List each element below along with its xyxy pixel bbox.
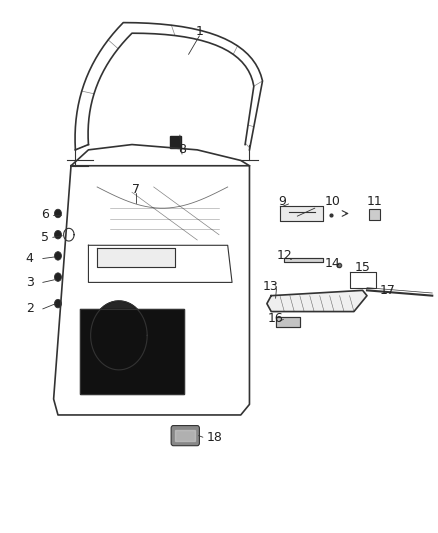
Text: 11: 11 xyxy=(367,195,383,208)
Polygon shape xyxy=(91,301,147,370)
Text: 2: 2 xyxy=(26,302,34,316)
Text: 18: 18 xyxy=(207,431,223,444)
Text: 17: 17 xyxy=(379,284,396,297)
Text: 13: 13 xyxy=(262,280,278,293)
Polygon shape xyxy=(176,430,195,441)
Polygon shape xyxy=(280,206,323,221)
Circle shape xyxy=(54,273,61,281)
Polygon shape xyxy=(267,290,367,312)
Text: 6: 6 xyxy=(41,208,49,221)
Circle shape xyxy=(54,230,61,239)
Text: 4: 4 xyxy=(26,252,34,265)
Text: 12: 12 xyxy=(276,249,292,262)
Circle shape xyxy=(54,252,61,260)
Text: 9: 9 xyxy=(278,195,286,208)
Polygon shape xyxy=(276,317,300,327)
Text: 10: 10 xyxy=(324,195,340,208)
Text: 5: 5 xyxy=(41,231,49,244)
Text: 15: 15 xyxy=(355,261,371,274)
Text: 14: 14 xyxy=(325,257,341,270)
Text: 3: 3 xyxy=(26,276,34,289)
Polygon shape xyxy=(80,309,184,394)
Circle shape xyxy=(54,209,61,217)
Text: 16: 16 xyxy=(268,312,283,325)
Bar xyxy=(369,209,380,220)
Polygon shape xyxy=(170,135,181,148)
Text: 1: 1 xyxy=(195,25,203,38)
Polygon shape xyxy=(284,258,323,262)
Circle shape xyxy=(54,300,61,308)
Text: 8: 8 xyxy=(178,143,186,156)
FancyBboxPatch shape xyxy=(171,425,199,446)
Text: 7: 7 xyxy=(132,183,140,196)
